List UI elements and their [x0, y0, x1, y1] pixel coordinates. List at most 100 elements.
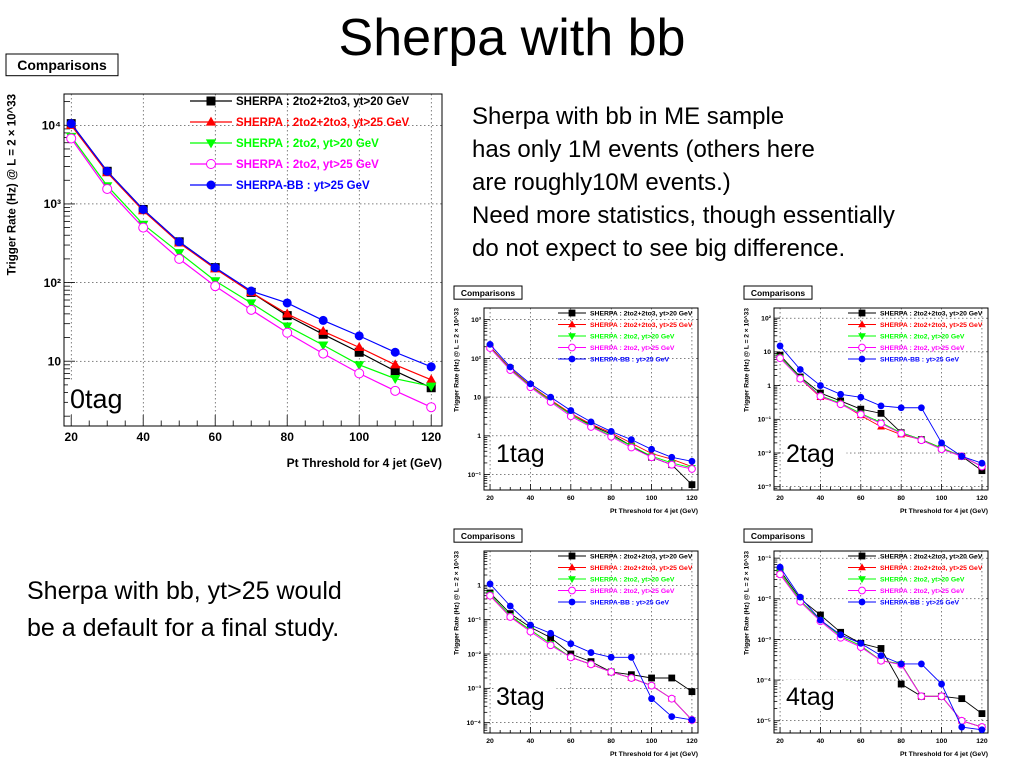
frame-label: Comparisons [461, 288, 516, 298]
data-point [587, 649, 595, 656]
data-point [66, 119, 76, 129]
x-tick-label: 100 [646, 738, 658, 745]
data-point [354, 347, 364, 357]
legend-label: SHERPA : 2to2, yt>25 GeV [880, 588, 965, 595]
y-tick-label: 10⁻⁵ [757, 718, 771, 725]
note-top-line: are roughly10M events.) [472, 169, 731, 196]
chart-2tag: Comparisons 10⁻³ 10⁻² 10⁻¹ 1 10 10² 20 40 60 80 100… [740, 284, 994, 516]
data-point [978, 726, 986, 734]
frame-label-box [453, 285, 523, 300]
data-point [776, 354, 784, 363]
frame-label: Comparisons [751, 531, 806, 541]
data-point [837, 631, 845, 639]
chart-0tag: Comparisons 10 10² 10³ 10⁴ 20 40 60 80 100 120 Pt T… [2, 52, 454, 470]
y-tick-label: 10⁻¹ [468, 472, 482, 479]
series [486, 580, 696, 724]
legend-marker [568, 576, 576, 584]
x-tick-label: 120 [976, 738, 988, 745]
legend-marker [206, 159, 216, 169]
data-point [897, 660, 905, 668]
data-point [102, 166, 112, 176]
legend-label: SHERPA : 2to2, yt>20 GeV [880, 576, 965, 583]
data-point [688, 688, 696, 696]
data-point [354, 331, 364, 341]
legend-marker [858, 343, 866, 352]
data-point [817, 382, 824, 389]
data-point [776, 570, 784, 579]
tag-label-bg [784, 437, 847, 467]
tag-label-bg [494, 680, 557, 710]
data-point [246, 286, 256, 296]
data-point [647, 453, 656, 462]
x-axis-title: Pt Threshold for 4 jet (GeV) [900, 508, 988, 515]
legend-marker [858, 576, 866, 584]
y-tick-label: 10⁻³ [468, 686, 482, 693]
y-tick-label: 10⁻¹ [758, 417, 772, 424]
plot-area [63, 93, 443, 427]
data-point [917, 660, 925, 668]
data-point [174, 237, 184, 247]
legend-label: SHERPA : 2to2+2to3, yt>25 GeV [236, 117, 410, 129]
y-tick-label: 10⁻⁴ [466, 720, 481, 727]
data-point [837, 390, 845, 398]
tag-label-bg [494, 437, 557, 467]
x-tick-label: 60 [567, 495, 575, 502]
data-point [647, 681, 656, 690]
x-tick-label: 80 [897, 738, 905, 745]
data-point [897, 404, 905, 412]
x-tick-label: 100 [646, 495, 658, 502]
data-point [817, 611, 824, 619]
data-point [667, 694, 676, 703]
data-point [857, 393, 865, 401]
x-tick-label: 40 [817, 738, 825, 745]
x-tick-label: 120 [686, 738, 698, 745]
data-point [627, 436, 635, 444]
frame-label-box [743, 528, 813, 543]
legend-marker [568, 333, 576, 341]
data-point [547, 629, 555, 637]
data-point [318, 315, 328, 325]
data-point [627, 674, 636, 682]
y-tick-label: 10³ [44, 197, 61, 211]
tag-label: 3tag [496, 683, 545, 711]
note-bottom-line: Sherpa with bb, yt>25 would [27, 577, 342, 605]
legend-label: SHERPA : 2to2, yt>25 GeV [590, 588, 675, 595]
data-point [102, 183, 113, 194]
tag-label-bg [784, 680, 847, 710]
data-point [246, 299, 257, 309]
x-tick-label: 80 [607, 738, 615, 745]
series [66, 133, 437, 413]
data-point [958, 695, 966, 703]
x-tick-label: 40 [137, 430, 151, 444]
data-point [917, 404, 925, 412]
x-tick-label: 100 [936, 495, 948, 502]
data-point [318, 341, 329, 351]
data-point [978, 710, 986, 718]
x-tick-label: 100 [349, 430, 369, 444]
y-tick-label: 1 [767, 383, 771, 390]
legend-label: SHERPA-BB : yt>25 GeV [236, 180, 370, 192]
data-point [937, 692, 946, 701]
data-point [937, 445, 946, 454]
y-tick-label: 10 [473, 395, 481, 402]
y-axis-title: Trigger Rate (Hz) @ L = 2 × 10^33 [743, 308, 751, 412]
note-bottom-line: be a default for a final study. [27, 614, 340, 642]
y-tick-label: 10² [761, 316, 772, 323]
data-point [354, 361, 365, 371]
legend-label: SHERPA : 2to2, yt>25 GeV [880, 345, 965, 352]
x-tick-label: 40 [817, 495, 825, 502]
legend-label: SHERPA : 2to2, yt>20 GeV [590, 333, 675, 340]
tag-label-bg [68, 381, 136, 414]
legend-label: SHERPA : 2to2+2to3, yt>20 GeV [880, 553, 983, 560]
data-point [66, 133, 77, 144]
legend-marker [858, 598, 866, 606]
legend-marker [568, 598, 576, 606]
x-tick-label: 60 [209, 430, 223, 444]
data-point [688, 481, 696, 489]
data-point [648, 674, 655, 682]
data-point [318, 348, 329, 359]
y-tick-label: 10⁻⁴ [756, 677, 771, 684]
data-point [957, 716, 966, 725]
data-point [856, 410, 865, 419]
